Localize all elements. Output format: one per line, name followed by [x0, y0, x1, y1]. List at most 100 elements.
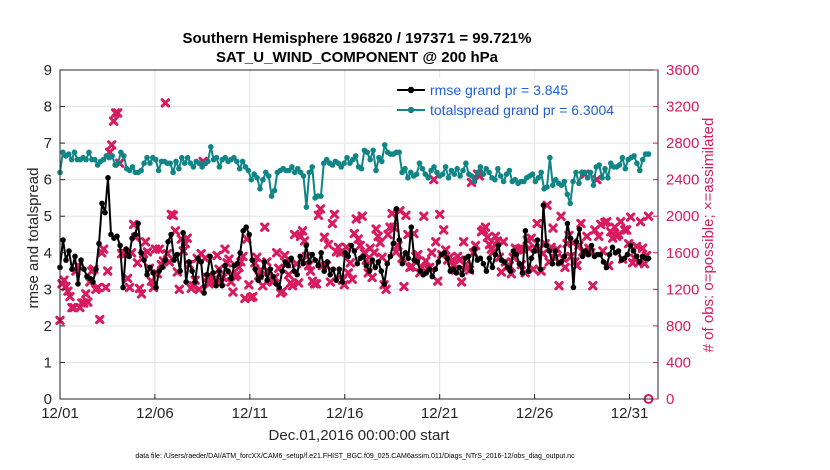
rmse-point — [408, 224, 415, 230]
rmse-point — [150, 270, 156, 276]
rmse-point — [540, 202, 547, 209]
obs-assimilated-marker — [106, 140, 117, 150]
obs-assimilated-marker — [112, 108, 123, 118]
totalspread-point — [631, 153, 637, 159]
totalspread-point — [590, 182, 597, 188]
totalspread-point — [576, 180, 582, 187]
totalspread-point — [402, 165, 408, 172]
totalspread-point — [445, 175, 452, 181]
rmse-point — [381, 281, 388, 287]
left-tick-label: 1 — [44, 354, 52, 371]
rmse-point — [432, 266, 439, 273]
totalspread-point — [370, 147, 376, 154]
totalspread-point — [451, 171, 458, 177]
obs-assimilated-marker — [228, 287, 238, 297]
rmse-point — [312, 257, 319, 263]
left-tick-label: 6 — [44, 172, 52, 189]
obs-assimilated-marker — [375, 238, 385, 248]
rmse-point — [237, 250, 243, 256]
totalspread-point — [144, 154, 150, 161]
totalspread-point — [265, 173, 272, 179]
obs-assimilated-marker — [258, 280, 268, 291]
rmse-point — [252, 266, 258, 273]
totalspread-point — [547, 154, 553, 161]
rmse-point — [267, 266, 274, 273]
obs-assimilated-marker — [357, 211, 367, 221]
rmse-point — [198, 259, 204, 265]
rmse-point — [402, 250, 409, 256]
obs-assimilated-marker — [433, 276, 443, 286]
obs-assimilated-marker — [283, 270, 294, 280]
obs-assimilated-marker — [602, 217, 612, 227]
obs-assimilated-marker — [220, 244, 230, 254]
right-tick-label: 800 — [666, 318, 691, 335]
rmse-point — [576, 226, 583, 232]
obs-assimilated-marker — [560, 262, 570, 273]
rmse-point — [243, 224, 249, 230]
obs-assimilated-marker — [643, 211, 654, 221]
totalspread-point — [561, 178, 568, 185]
totalspread-point — [596, 162, 602, 168]
rmse-point — [393, 206, 400, 212]
totalspread-point — [271, 187, 278, 194]
obs-assimilated-marker — [140, 237, 151, 247]
rmse-point — [426, 266, 433, 273]
totalspread-point — [480, 171, 487, 177]
rmse-point — [588, 242, 595, 249]
totalspread-point — [405, 175, 411, 181]
obs-assimilated-marker — [615, 217, 626, 227]
rmse-point — [294, 271, 301, 278]
rmse-series — [57, 175, 652, 296]
obs-assimilated-marker — [122, 273, 133, 284]
rmse-point — [129, 235, 135, 241]
rmse-point — [264, 277, 271, 284]
totalspread-point — [454, 165, 461, 172]
x-tick-label: 12/16 — [326, 405, 364, 422]
totalspread-point — [167, 160, 173, 166]
rmse-point — [630, 248, 637, 254]
obs-assimilated-marker — [319, 232, 330, 242]
obs-assimilated-marker — [431, 237, 441, 247]
rmse-point — [141, 257, 147, 263]
left-tick-label: 2 — [44, 318, 52, 335]
rmse-point — [348, 242, 355, 249]
chart-title-line1: Southern Hemisphere 196820 / 197371 = 99… — [183, 30, 532, 47]
totalspread-point — [129, 164, 136, 170]
totalspread-point — [141, 160, 147, 166]
rmse-point — [633, 253, 640, 260]
rmse-point — [177, 268, 183, 274]
rmse-point — [480, 260, 487, 267]
totalspread-point — [431, 164, 437, 170]
obs-assimilated-marker — [232, 270, 242, 280]
totalspread-point — [309, 164, 316, 170]
obs-assimilated-marker — [345, 258, 355, 268]
rmse-point — [147, 264, 153, 271]
totalspread-point — [248, 176, 255, 183]
obs-assimilated-marker — [369, 248, 379, 258]
obs-assimilated-marker — [83, 297, 93, 307]
obs-assimilated-marker — [182, 233, 192, 243]
rmse-point — [513, 251, 520, 258]
totalspread-point — [300, 173, 307, 179]
rmse-point — [204, 271, 210, 278]
rmse-point — [303, 242, 310, 249]
totalspread-point — [639, 156, 646, 163]
rmse-point — [522, 228, 529, 234]
totalspread-point — [645, 151, 652, 157]
left-tick-label: 5 — [44, 208, 52, 225]
totalspread-point — [544, 184, 550, 190]
rmse-point — [579, 253, 586, 260]
plot-frame — [59, 69, 659, 400]
rmse-point — [354, 260, 361, 267]
rmse-point — [288, 255, 295, 262]
rmse-point — [459, 271, 466, 278]
obs-assimilated-marker — [576, 218, 586, 229]
obs-assimilated-marker — [272, 248, 282, 258]
totalspread-point — [318, 193, 324, 199]
obs-assimilated-marker — [224, 254, 234, 264]
obs-assimilated-marker — [435, 209, 445, 220]
obs-assimilated-marker — [93, 282, 103, 293]
totalspread-point — [500, 178, 507, 185]
rmse-point — [213, 282, 219, 289]
obs-assimilated-marker — [429, 174, 439, 185]
